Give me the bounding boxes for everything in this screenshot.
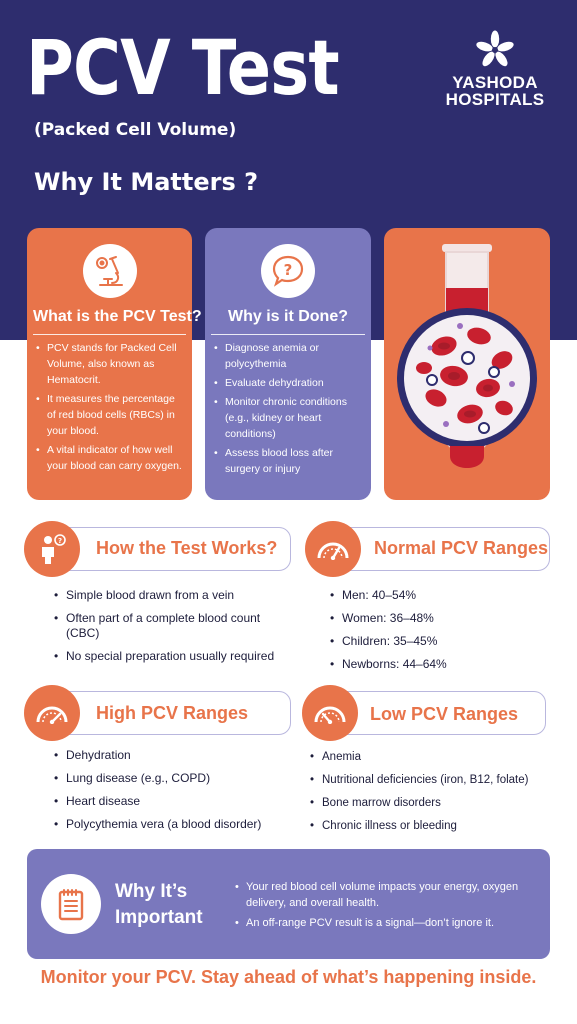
gauge-icon	[302, 685, 358, 741]
normal-ranges-list: Men: 40–54% Women: 36–48% Children: 35–4…	[328, 588, 548, 680]
how-test-works-header	[44, 527, 291, 571]
list-item: Diagnose anemia or polycythemia	[213, 340, 365, 372]
normal-ranges-header	[326, 527, 550, 571]
list-item: Often part of a complete blood count (CB…	[52, 611, 292, 641]
list-item: Dehydration	[52, 748, 302, 763]
brand-logo: YASHODA HOSPITALS	[440, 30, 550, 108]
list-item: Anemia	[308, 750, 570, 765]
gauge-icon	[24, 685, 80, 741]
list-item: Heart disease	[52, 794, 302, 809]
card-illustration	[384, 228, 550, 500]
list-item: Simple blood drawn from a vein	[52, 588, 292, 603]
low-ranges-list: Anemia Nutritional deficiencies (iron, B…	[308, 750, 570, 842]
list-item: Women: 36–48%	[328, 611, 548, 626]
svg-text:?: ?	[284, 261, 293, 279]
list-item: Bone marrow disorders	[308, 796, 570, 811]
list-item: Newborns: 44–64%	[328, 657, 548, 672]
footer-tagline: Monitor your PCV. Stay ahead of what’s h…	[40, 967, 537, 987]
list-item: No special preparation usually required	[52, 649, 292, 664]
why-important-list: Your red blood cell volume impacts your …	[234, 879, 534, 935]
list-item: It measures the percentage of red blood …	[35, 391, 186, 439]
list-item: A vital indicator of how well your blood…	[35, 442, 186, 474]
microscope-icon	[82, 244, 137, 298]
section-title: Normal PCV Ranges	[374, 538, 549, 558]
page-subtitle: (Packed Cell Volume)	[34, 120, 237, 140]
list-item: Men: 40–54%	[328, 588, 548, 603]
card-title: Why is it Done?	[211, 306, 365, 335]
brand-name-line1: YASHODA	[452, 73, 538, 92]
flower-logo-icon	[476, 30, 514, 67]
how-test-works-list: Simple blood drawn from a vein Often par…	[52, 588, 292, 672]
section-title: Low PCV Ranges	[370, 704, 519, 724]
title-line: Important	[115, 907, 203, 928]
why-important-box: Why It’s Important Your red blood cell v…	[27, 849, 550, 959]
list-item: Polycythemia vera (a blood disorder)	[52, 817, 302, 832]
list-item: Nutritional deficiencies (iron, B12, fol…	[308, 773, 570, 788]
list-item: Children: 35–45%	[328, 634, 548, 649]
card-what-is-pcv: What is the PCV Test? PCV stands for Pac…	[27, 228, 202, 500]
blood-test-tube-illustration	[397, 244, 537, 468]
notepad-icon	[41, 874, 101, 934]
list-item: Your red blood cell volume impacts your …	[234, 879, 534, 911]
list-item: Monitor chronic conditions (e.g., kidney…	[213, 394, 365, 442]
card-title: What is the PCV Test?	[33, 306, 202, 335]
list-item: Assess blood loss after surgery or injur…	[213, 445, 365, 477]
brand-name-line2: HOSPITALS	[445, 90, 545, 109]
high-ranges-list: Dehydration Lung disease (e.g., COPD) He…	[52, 748, 302, 840]
person-info-icon: ?	[24, 521, 80, 577]
high-ranges-header	[44, 691, 291, 735]
section-title: How the Test Works?	[96, 538, 278, 558]
svg-text:?: ?	[58, 537, 62, 545]
list-item: Lung disease (e.g., COPD)	[52, 771, 302, 786]
why-important-title: Why It’s Important	[115, 879, 203, 931]
list-item: PCV stands for Packed Cell Volume, also …	[35, 340, 186, 388]
gauge-icon	[305, 521, 361, 577]
question-icon: ?	[261, 244, 315, 298]
card-list: Diagnose anemia or polycythemia Evaluate…	[213, 340, 365, 480]
list-item: Evaluate dehydration	[213, 375, 365, 391]
section-heading: Why It Matters ?	[34, 168, 259, 196]
page-title: PCV Test	[26, 23, 340, 112]
list-item: An off-range PCV result is a signal—don’…	[234, 915, 534, 931]
card-list: PCV stands for Packed Cell Volume, also …	[35, 340, 186, 477]
list-item: Chronic illness or bleeding	[308, 819, 570, 834]
title-line: Why It’s	[115, 881, 188, 902]
card-why-done: ? Why is it Done? Diagnose anemia or pol…	[205, 228, 371, 500]
section-title: High PCV Ranges	[96, 703, 249, 723]
